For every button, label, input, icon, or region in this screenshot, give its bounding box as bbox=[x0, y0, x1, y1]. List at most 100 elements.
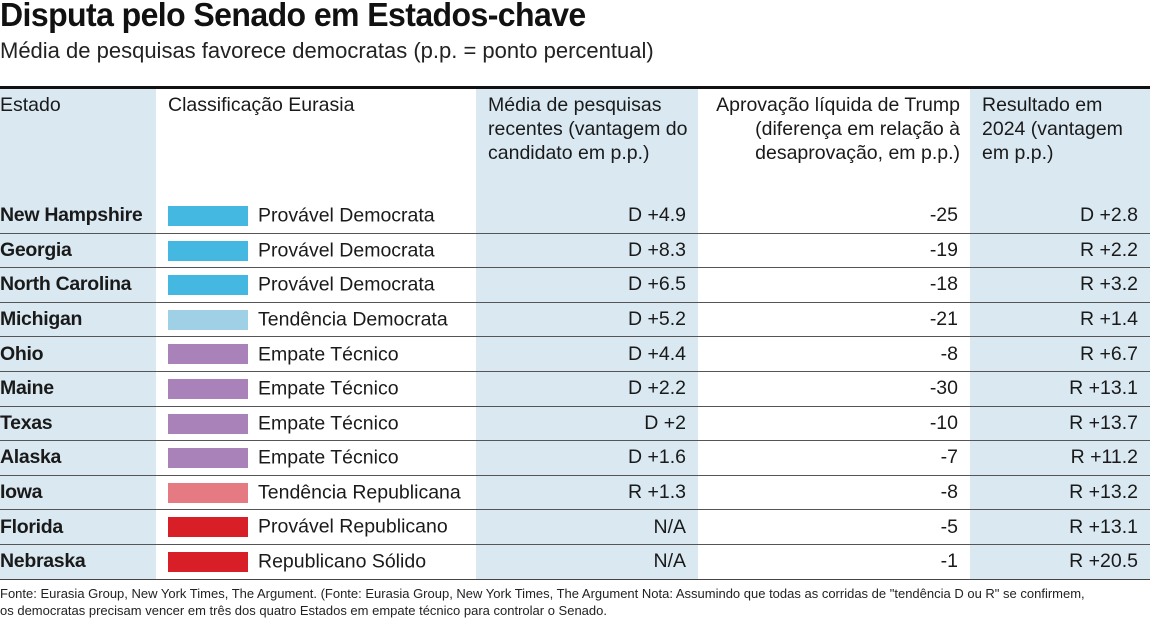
cell-resultado: R +20.5 bbox=[970, 544, 1150, 580]
table-row: Ohio Empate Técnico D +4.4 -8 R +6.7 bbox=[0, 336, 1150, 372]
classification-label: Provável Republicano bbox=[258, 515, 448, 538]
classification-label: Tendência Democrata bbox=[258, 308, 448, 331]
table-row: Michigan Tendência Democrata D +5.2 -21 R +1… bbox=[0, 302, 1150, 338]
cell-aprovacao: -8 bbox=[698, 336, 970, 372]
classification-label: Empate Técnico bbox=[258, 377, 399, 400]
classification-swatch bbox=[168, 344, 248, 365]
cell-classificacao: Provável Democrata bbox=[156, 267, 476, 303]
classification-swatch bbox=[168, 517, 248, 538]
table-body: New Hampshire Provável Democrata D +4.9 -25… bbox=[0, 199, 1150, 580]
cell-classificacao: Empate Técnico bbox=[156, 371, 476, 407]
header-row: Estado Classificação Eurasia Média de pe… bbox=[0, 89, 1150, 199]
cell-classificacao: Tendência Republicana bbox=[156, 475, 476, 511]
header-classificacao: Classificação Eurasia bbox=[168, 94, 355, 116]
cell-classificacao: Provável Democrata bbox=[156, 233, 476, 269]
cell-resultado: R +1.4 bbox=[970, 302, 1150, 338]
cell-resultado: R +13.1 bbox=[970, 371, 1150, 407]
cell-estado: Georgia bbox=[0, 233, 156, 269]
cell-estado: Nebraska bbox=[0, 544, 156, 580]
cell-aprovacao: -10 bbox=[698, 406, 970, 442]
cell-estado: Texas bbox=[0, 406, 156, 442]
senate-race-table: Estado Classificação Eurasia Média de pe… bbox=[0, 89, 1150, 580]
cell-classificacao: Empate Técnico bbox=[156, 440, 476, 476]
cell-resultado: R +3.2 bbox=[970, 267, 1150, 303]
table-row: North Carolina Provável Democrata D +6.5 -1… bbox=[0, 267, 1150, 303]
cell-resultado: R +13.2 bbox=[970, 475, 1150, 511]
cell-media: D +4.4 bbox=[476, 336, 698, 372]
cell-resultado: R +13.1 bbox=[970, 509, 1150, 545]
cell-media: R +1.3 bbox=[476, 475, 698, 511]
cell-resultado: D +2.8 bbox=[970, 199, 1150, 234]
cell-aprovacao: -7 bbox=[698, 440, 970, 476]
cell-resultado: R +11.2 bbox=[970, 440, 1150, 476]
classification-label: Provável Democrata bbox=[258, 239, 435, 262]
classification-swatch bbox=[168, 448, 248, 469]
classification-swatch bbox=[168, 413, 248, 434]
classification-label: Republicano Sólido bbox=[258, 550, 427, 573]
table-row: Nebraska Republicano Sólido N/A -1 R +20.5 bbox=[0, 544, 1150, 580]
header-aprovacao: Aprovação líquida de Trump (diferença em… bbox=[716, 94, 960, 164]
table-row: Maine Empate Técnico D +2.2 -30 R +13.1 bbox=[0, 371, 1150, 407]
classification-label: Tendência Republicana bbox=[258, 481, 461, 504]
classification-swatch bbox=[168, 240, 248, 261]
chart-title: Disputa pelo Senado em Estados-chave bbox=[0, 0, 586, 33]
header-resultado: Resultado em 2024 (vantagem em p.p.) bbox=[970, 89, 1150, 199]
classification-swatch bbox=[168, 275, 248, 296]
cell-classificacao: Provável Democrata bbox=[156, 199, 476, 234]
cell-aprovacao: -19 bbox=[698, 233, 970, 269]
cell-aprovacao: -25 bbox=[698, 199, 970, 234]
classification-label: Provável Democrata bbox=[258, 273, 435, 296]
table-row: Iowa Tendência Republicana R +1.3 -8 R +13.2 bbox=[0, 475, 1150, 511]
cell-classificacao: Tendência Democrata bbox=[156, 302, 476, 338]
cell-classificacao: Provável Republicano bbox=[156, 509, 476, 545]
cell-media: N/A bbox=[476, 509, 698, 545]
header-media: Média de pesquisas recentes (vantagem do… bbox=[476, 89, 698, 199]
table-row: Florida Provável Republicano N/A -5 R +13.1 bbox=[0, 509, 1150, 545]
cell-media: D +1.6 bbox=[476, 440, 698, 476]
cell-classificacao: Empate Técnico bbox=[156, 336, 476, 372]
cell-media: D +8.3 bbox=[476, 233, 698, 269]
cell-aprovacao: -21 bbox=[698, 302, 970, 338]
cell-resultado: R +6.7 bbox=[970, 336, 1150, 372]
classification-label: Empate Técnico bbox=[258, 412, 399, 435]
cell-estado: Florida bbox=[0, 509, 156, 545]
cell-media: D +6.5 bbox=[476, 267, 698, 303]
cell-estado: New Hampshire bbox=[0, 199, 156, 234]
table-top-rule bbox=[0, 86, 1150, 89]
cell-estado: Maine bbox=[0, 371, 156, 407]
classification-swatch bbox=[168, 309, 248, 330]
cell-aprovacao: -8 bbox=[698, 475, 970, 511]
chart-subtitle: Média de pesquisas favorece democratas (… bbox=[0, 38, 654, 63]
header-estado: Estado bbox=[0, 89, 156, 199]
cell-aprovacao: -5 bbox=[698, 509, 970, 545]
cell-estado: North Carolina bbox=[0, 267, 156, 303]
classification-swatch bbox=[168, 551, 248, 572]
cell-estado: Alaska bbox=[0, 440, 156, 476]
cell-estado: Michigan bbox=[0, 302, 156, 338]
cell-estado: Iowa bbox=[0, 475, 156, 511]
cell-media: N/A bbox=[476, 544, 698, 580]
classification-label: Provável Democrata bbox=[258, 204, 435, 227]
cell-aprovacao: -18 bbox=[698, 267, 970, 303]
classification-label: Empate Técnico bbox=[258, 342, 399, 365]
table-row: Georgia Provável Democrata D +8.3 -19 R +2.2 bbox=[0, 233, 1150, 269]
cell-aprovacao: -30 bbox=[698, 371, 970, 407]
source-note: Fonte: Eurasia Group, New York Times, Th… bbox=[0, 586, 1085, 618]
classification-swatch bbox=[168, 205, 248, 226]
cell-media: D +4.9 bbox=[476, 199, 698, 234]
table-row: New Hampshire Provável Democrata D +4.9 -25… bbox=[0, 199, 1150, 234]
cell-media: D +2.2 bbox=[476, 371, 698, 407]
cell-estado: Ohio bbox=[0, 336, 156, 372]
cell-aprovacao: -1 bbox=[698, 544, 970, 580]
cell-media: D +2 bbox=[476, 406, 698, 442]
table-row: Alaska Empate Técnico D +1.6 -7 R +11.2 bbox=[0, 440, 1150, 476]
classification-swatch bbox=[168, 378, 248, 399]
table-row: Texas Empate Técnico D +2 -10 R +13.7 bbox=[0, 406, 1150, 442]
cell-media: D +5.2 bbox=[476, 302, 698, 338]
classification-swatch bbox=[168, 482, 248, 503]
cell-classificacao: Republicano Sólido bbox=[156, 544, 476, 580]
cell-classificacao: Empate Técnico bbox=[156, 406, 476, 442]
cell-resultado: R +2.2 bbox=[970, 233, 1150, 269]
cell-resultado: R +13.7 bbox=[970, 406, 1150, 442]
classification-label: Empate Técnico bbox=[258, 446, 399, 469]
